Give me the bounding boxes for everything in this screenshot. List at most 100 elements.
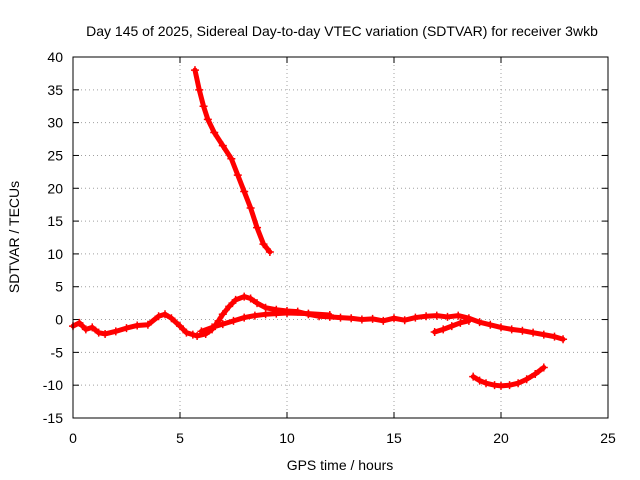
- data-point: [188, 330, 197, 339]
- data-point: [447, 322, 456, 331]
- data-point: [253, 299, 262, 308]
- data-point: [283, 308, 291, 317]
- data-point: [88, 323, 97, 332]
- data-point: [443, 312, 452, 321]
- data-point: [176, 322, 184, 331]
- y-tick-label: 10: [47, 246, 63, 262]
- data-point: [240, 187, 249, 196]
- data-point: [240, 292, 249, 301]
- data-point: [539, 363, 548, 372]
- series-lower-branch: [197, 308, 334, 336]
- x-tick-label: 0: [69, 430, 77, 446]
- data-point: [208, 323, 217, 332]
- data-point: [347, 314, 356, 323]
- data-point: [497, 323, 505, 332]
- data-point: [143, 320, 152, 329]
- data-point: [514, 379, 523, 388]
- y-axis-label: SDTVAR / TECUs: [6, 181, 22, 293]
- data-point: [259, 240, 268, 249]
- data-point: [518, 326, 527, 335]
- x-tick-label: 20: [493, 430, 509, 446]
- y-tick-label: 15: [47, 213, 63, 229]
- data-point: [439, 325, 448, 334]
- data-point: [154, 312, 163, 321]
- series-evening-dip: [469, 363, 548, 390]
- data-point: [199, 102, 208, 111]
- series-band: [192, 67, 273, 255]
- y-tick-label: 40: [47, 49, 63, 65]
- data-point: [531, 370, 540, 379]
- data-point: [167, 314, 176, 323]
- data-point: [432, 311, 441, 320]
- y-tick-label: 0: [55, 312, 63, 328]
- data-point: [464, 316, 473, 325]
- data-point: [218, 141, 227, 150]
- series-main-track: [69, 292, 568, 344]
- data-point: [161, 310, 170, 319]
- data-point: [475, 376, 484, 385]
- data-point: [182, 328, 191, 337]
- data-point: [197, 327, 206, 336]
- data-point: [422, 312, 431, 321]
- data-point: [229, 316, 238, 325]
- data-point: [486, 320, 495, 329]
- data-point: [225, 302, 234, 311]
- data-point: [400, 316, 409, 325]
- data-point: [246, 203, 255, 212]
- data-point: [550, 332, 559, 341]
- data-point: [357, 315, 366, 324]
- y-tick-label: 20: [47, 180, 63, 196]
- grid-lines: [73, 57, 608, 418]
- data-point: [475, 318, 484, 327]
- data-point: [482, 379, 491, 388]
- data-point: [304, 309, 313, 318]
- data-point: [368, 314, 377, 323]
- y-tick-label: -10: [43, 377, 63, 393]
- y-tick-label: 5: [55, 279, 63, 295]
- data-point: [218, 310, 227, 319]
- x-tick-label: 25: [600, 430, 616, 446]
- data-point: [411, 313, 420, 322]
- data-point: [272, 309, 281, 318]
- data-point: [111, 327, 120, 336]
- data-point: [261, 310, 270, 319]
- data-point: [250, 311, 259, 320]
- data-point: [539, 330, 548, 339]
- axis-ticks: 0 5 10 15 20 25 -15 -10 -5 0 5 10 15 20 25 30 35 40: [43, 49, 616, 446]
- series-band: [470, 364, 547, 389]
- data-point: [456, 318, 465, 327]
- series-dip-segment: [430, 316, 473, 337]
- data-point: [122, 324, 131, 333]
- data-point: [218, 320, 227, 329]
- x-tick-label: 5: [176, 430, 184, 446]
- data-point: [253, 223, 262, 232]
- data-point: [559, 335, 568, 344]
- data-point: [497, 381, 505, 390]
- data-point: [210, 128, 219, 137]
- data-point: [522, 375, 531, 384]
- y-tick-label: -5: [51, 344, 64, 360]
- data-point: [529, 328, 538, 337]
- data-point: [81, 325, 90, 334]
- series-band: [70, 294, 566, 342]
- data-point: [454, 311, 463, 320]
- data-point: [233, 171, 242, 180]
- data-point: [133, 321, 142, 330]
- x-axis-label: GPS time / hours: [287, 457, 394, 473]
- data-point: [390, 314, 398, 323]
- series-high-spike: [190, 66, 274, 256]
- data-point: [240, 313, 249, 322]
- plot-frame: [72, 56, 609, 419]
- x-tick-label: 15: [386, 430, 402, 446]
- data-point: [190, 66, 199, 75]
- data-point: [75, 318, 84, 327]
- data-point: [227, 154, 236, 163]
- chart-title: Day 145 of 2025, Sidereal Day-to-day VTE…: [86, 23, 598, 39]
- data-point: [469, 372, 478, 381]
- data-series: [69, 66, 568, 390]
- data-point: [231, 295, 240, 304]
- y-tick-label: 25: [47, 147, 63, 163]
- data-point: [430, 328, 439, 337]
- y-tick-label: 30: [47, 115, 63, 131]
